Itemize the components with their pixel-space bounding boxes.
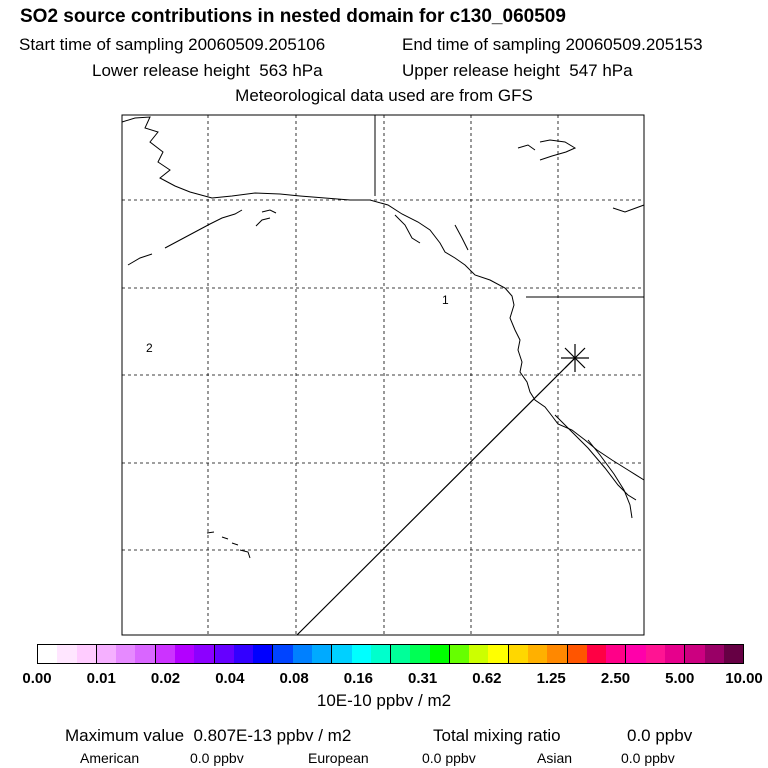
region-asian-value: 0.0 ppbv (621, 750, 675, 766)
borders (374, 115, 644, 298)
colorbar-swatch (704, 645, 724, 663)
colorbar-tick-label: 2.50 (600, 670, 631, 687)
colorbar-swatch (723, 645, 744, 663)
colorbar-tick-label: 0.01 (86, 670, 116, 687)
colorbar-swatch (410, 645, 430, 663)
colorbar-tick-label: 1.25 (536, 670, 566, 687)
source-marker-asterisk-icon (561, 344, 589, 372)
total-mixing-value: 0.0 ppbv (627, 726, 693, 745)
colorbar-swatch (370, 645, 392, 663)
colorbar-tick-label: 0.08 (279, 670, 309, 687)
colorbar-swatch (292, 645, 312, 663)
colorbar-swatch (469, 645, 489, 663)
end-time: End time of sampling 20060509.205153 (402, 35, 703, 54)
colorbar-swatch (508, 645, 529, 663)
colorbar-swatch (214, 645, 234, 663)
colorbar-tick-label: 0.62 (472, 670, 502, 687)
chart-title: SO2 source contributions in nested domai… (20, 6, 566, 27)
colorbar-tick-label: 0.16 (343, 670, 373, 687)
colorbar-tick-label: 0.04 (215, 670, 245, 687)
colorbar-swatch (332, 645, 352, 663)
colorbar-swatch (76, 645, 97, 663)
region-european-name: European (308, 750, 369, 766)
colorbar-swatch (116, 645, 136, 663)
colorbar-swatch (311, 645, 333, 663)
region-label-2: 2 (146, 341, 153, 355)
region-american-value: 0.0 ppbv (190, 750, 244, 766)
colorbar-swatch (488, 645, 509, 663)
colorbar-units: 10E-10 ppbv / m2 (316, 691, 452, 710)
colorbar-swatch (273, 645, 293, 663)
colorbar-swatch (233, 645, 254, 663)
colorbar-swatch (429, 645, 450, 663)
colorbar-swatch (685, 645, 705, 663)
colorbar-swatch (174, 645, 195, 663)
start-time: Start time of sampling 20060509.205106 (19, 35, 326, 54)
colorbar-swatch (57, 645, 77, 663)
colorbar-swatch (547, 645, 568, 663)
total-mixing-label: Total mixing ratio (433, 726, 561, 745)
colorbar-swatch (645, 645, 665, 663)
lat-lon-grid (122, 115, 644, 635)
colorbar-swatch (194, 645, 215, 663)
region-label-1: 1 (442, 293, 449, 307)
colorbar-swatch (351, 645, 371, 663)
colorbar-swatch (626, 645, 646, 663)
colorbar-swatch (391, 645, 411, 663)
colorbar-tick-label: 10.00 (725, 670, 763, 687)
region-american-name: American (80, 750, 140, 766)
region-asian-name: Asian (537, 750, 573, 766)
lower-release-height: Lower release height 563 hPa (92, 61, 323, 80)
upper-release-height: Upper release height 547 hPa (402, 61, 633, 80)
coastlines (121, 116, 645, 559)
colorbar-swatch (253, 645, 274, 663)
colorbar-swatch (586, 645, 607, 663)
region-european-value: 0.0 ppbv (422, 750, 476, 766)
colorbar-tick-label: 0.31 (408, 670, 438, 687)
colorbar-swatch (449, 645, 470, 663)
colorbar-swatch (135, 645, 156, 663)
trajectory-line (296, 357, 576, 636)
colorbar-swatch (155, 645, 175, 663)
colorbar-swatch (528, 645, 548, 663)
met-data-note: Meteorological data used are from GFS (235, 86, 533, 105)
colorbar-swatch (96, 645, 117, 663)
colorbar (37, 644, 744, 664)
colorbar-swatch (567, 645, 587, 663)
colorbar-swatch (665, 645, 686, 663)
colorbar-tick-label: 0.02 (150, 670, 181, 687)
colorbar-tick-label: 5.00 (665, 670, 695, 687)
colorbar-tick-label: 0.00 (22, 670, 52, 687)
max-value: Maximum value 0.807E-13 ppbv / m2 (65, 726, 352, 745)
colorbar-swatch (606, 645, 627, 663)
colorbar-swatch (38, 645, 58, 663)
